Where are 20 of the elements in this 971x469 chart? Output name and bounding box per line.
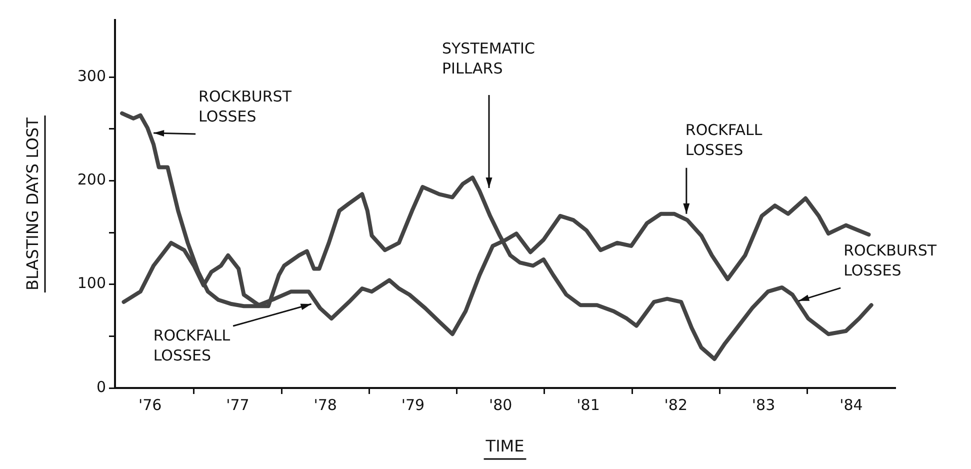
x-tick-label: '82 [664,396,688,414]
x-tick-label: '78 [314,396,337,414]
annotation: ROCKFALL LOSSES [153,326,231,364]
y-tick-label: 100 [77,274,106,292]
x-tick-label: '80 [489,396,512,414]
x-tick-label: '77 [226,396,250,414]
annotation: ROCKFALL LOSSES [685,121,763,160]
y-tick-label: 0 [96,378,106,396]
x-tick-label: '83 [752,396,776,414]
annotation: ROCKBURST LOSSES [198,87,292,126]
x-tick-label: '84 [840,396,863,414]
y-axis-title: BLASTING DAYS LOST [22,117,42,290]
annotation: ROCKBURST LOSSES [844,241,938,280]
y-tick-label: 200 [77,170,106,189]
x-axis-title: TIME [484,436,524,456]
y-tick-label: 300 [77,66,106,85]
annotation: SYSTEMATIC PILLARS [442,39,535,78]
x-tick-label: '79 [401,396,425,414]
x-tick-label: '81 [576,396,600,414]
x-tick-label: '76 [138,396,162,414]
